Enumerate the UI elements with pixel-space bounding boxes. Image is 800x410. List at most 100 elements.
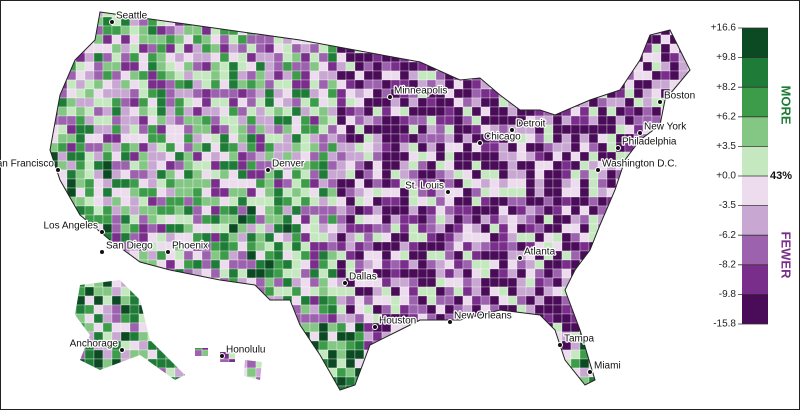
county-cell bbox=[336, 304, 347, 315]
county-cell bbox=[201, 169, 212, 180]
county-cell bbox=[624, 88, 635, 99]
county-cell bbox=[246, 61, 257, 72]
county-cell bbox=[561, 259, 572, 270]
county-cell bbox=[183, 187, 194, 198]
county-cell bbox=[372, 295, 383, 306]
county-cell bbox=[147, 133, 158, 144]
county-cell bbox=[462, 241, 473, 252]
county-cell bbox=[228, 241, 239, 252]
county-cell bbox=[507, 268, 518, 279]
county-cell bbox=[345, 88, 356, 99]
county-cell bbox=[147, 34, 158, 45]
city-dot bbox=[99, 229, 105, 235]
county-cell bbox=[147, 214, 158, 225]
county-cell bbox=[381, 205, 392, 216]
county-cell bbox=[642, 79, 653, 90]
county-cell bbox=[453, 196, 464, 207]
county-cell bbox=[426, 151, 437, 162]
county-cell bbox=[507, 106, 518, 117]
county-cell bbox=[516, 268, 527, 279]
county-cell bbox=[210, 97, 221, 108]
county-cell bbox=[363, 97, 374, 108]
county-cell bbox=[129, 160, 140, 171]
county-cell bbox=[552, 151, 563, 162]
county-cell bbox=[201, 34, 212, 45]
county-cell bbox=[363, 169, 374, 180]
county-cell bbox=[327, 142, 338, 153]
county-cell bbox=[318, 196, 329, 207]
county-cell bbox=[543, 133, 554, 144]
county-cell bbox=[273, 241, 284, 252]
county-cell bbox=[372, 106, 383, 117]
county-cell bbox=[273, 61, 284, 72]
county-cell bbox=[93, 133, 104, 144]
county-cell bbox=[471, 286, 482, 297]
county-cell bbox=[219, 223, 230, 234]
county-cell bbox=[264, 79, 275, 90]
county-cell bbox=[111, 142, 122, 153]
county-cell bbox=[273, 52, 284, 63]
county-cell bbox=[462, 124, 473, 135]
county-cell bbox=[291, 187, 302, 198]
county-cell bbox=[210, 70, 221, 81]
county-cell bbox=[102, 160, 113, 171]
county-cell bbox=[408, 196, 419, 207]
county-cell bbox=[102, 187, 113, 198]
county-cell bbox=[264, 196, 275, 207]
county-cell bbox=[525, 232, 536, 243]
city-label: St. Louis bbox=[405, 181, 444, 192]
county-cell bbox=[165, 79, 176, 90]
county-cell bbox=[291, 277, 302, 288]
county-cell bbox=[534, 187, 545, 198]
county-cell bbox=[255, 214, 266, 225]
county-cell bbox=[147, 52, 158, 63]
county-cell bbox=[453, 115, 464, 126]
county-cell bbox=[147, 124, 158, 135]
county-cell bbox=[480, 196, 491, 207]
county-cell bbox=[255, 34, 266, 45]
county-cell bbox=[300, 214, 311, 225]
county-cell bbox=[57, 124, 68, 135]
county-cell bbox=[417, 223, 428, 234]
county-cell bbox=[192, 178, 203, 189]
county-cell bbox=[228, 232, 239, 243]
county-cell bbox=[210, 259, 221, 270]
county-cell bbox=[525, 160, 536, 171]
county-cell bbox=[120, 187, 131, 198]
county-cell bbox=[228, 115, 239, 126]
county-cell bbox=[336, 232, 347, 243]
county-cell bbox=[552, 178, 563, 189]
county-cell bbox=[588, 187, 599, 198]
county-cell bbox=[111, 295, 122, 306]
county-cell bbox=[246, 133, 257, 144]
county-cell bbox=[462, 286, 473, 297]
county-cell bbox=[120, 142, 131, 153]
city-label: Seattle bbox=[116, 11, 148, 22]
county-cell bbox=[471, 88, 482, 99]
county-cell bbox=[156, 88, 167, 99]
county-cell bbox=[336, 160, 347, 171]
county-cell bbox=[264, 43, 275, 54]
county-cell bbox=[498, 223, 509, 234]
county-cell bbox=[282, 124, 293, 135]
county-cell bbox=[201, 205, 212, 216]
county-cell bbox=[381, 259, 392, 270]
county-cell bbox=[75, 124, 86, 135]
county-cell bbox=[156, 70, 167, 81]
more-label: MORE bbox=[779, 86, 794, 125]
county-cell bbox=[300, 43, 311, 54]
county-cell bbox=[588, 196, 599, 207]
county-cell bbox=[354, 151, 365, 162]
county-cell bbox=[93, 349, 104, 360]
legend-tick-label: +8.2 bbox=[716, 82, 736, 93]
county-cell bbox=[120, 124, 131, 135]
county-cell bbox=[111, 304, 122, 315]
county-cell bbox=[516, 196, 527, 207]
county-cell bbox=[660, 52, 671, 63]
county-cell bbox=[336, 322, 347, 333]
county-cell bbox=[255, 97, 266, 108]
county-cell bbox=[120, 295, 131, 306]
county-cell bbox=[588, 106, 599, 117]
county-cell bbox=[363, 223, 374, 234]
county-cell bbox=[66, 160, 77, 171]
